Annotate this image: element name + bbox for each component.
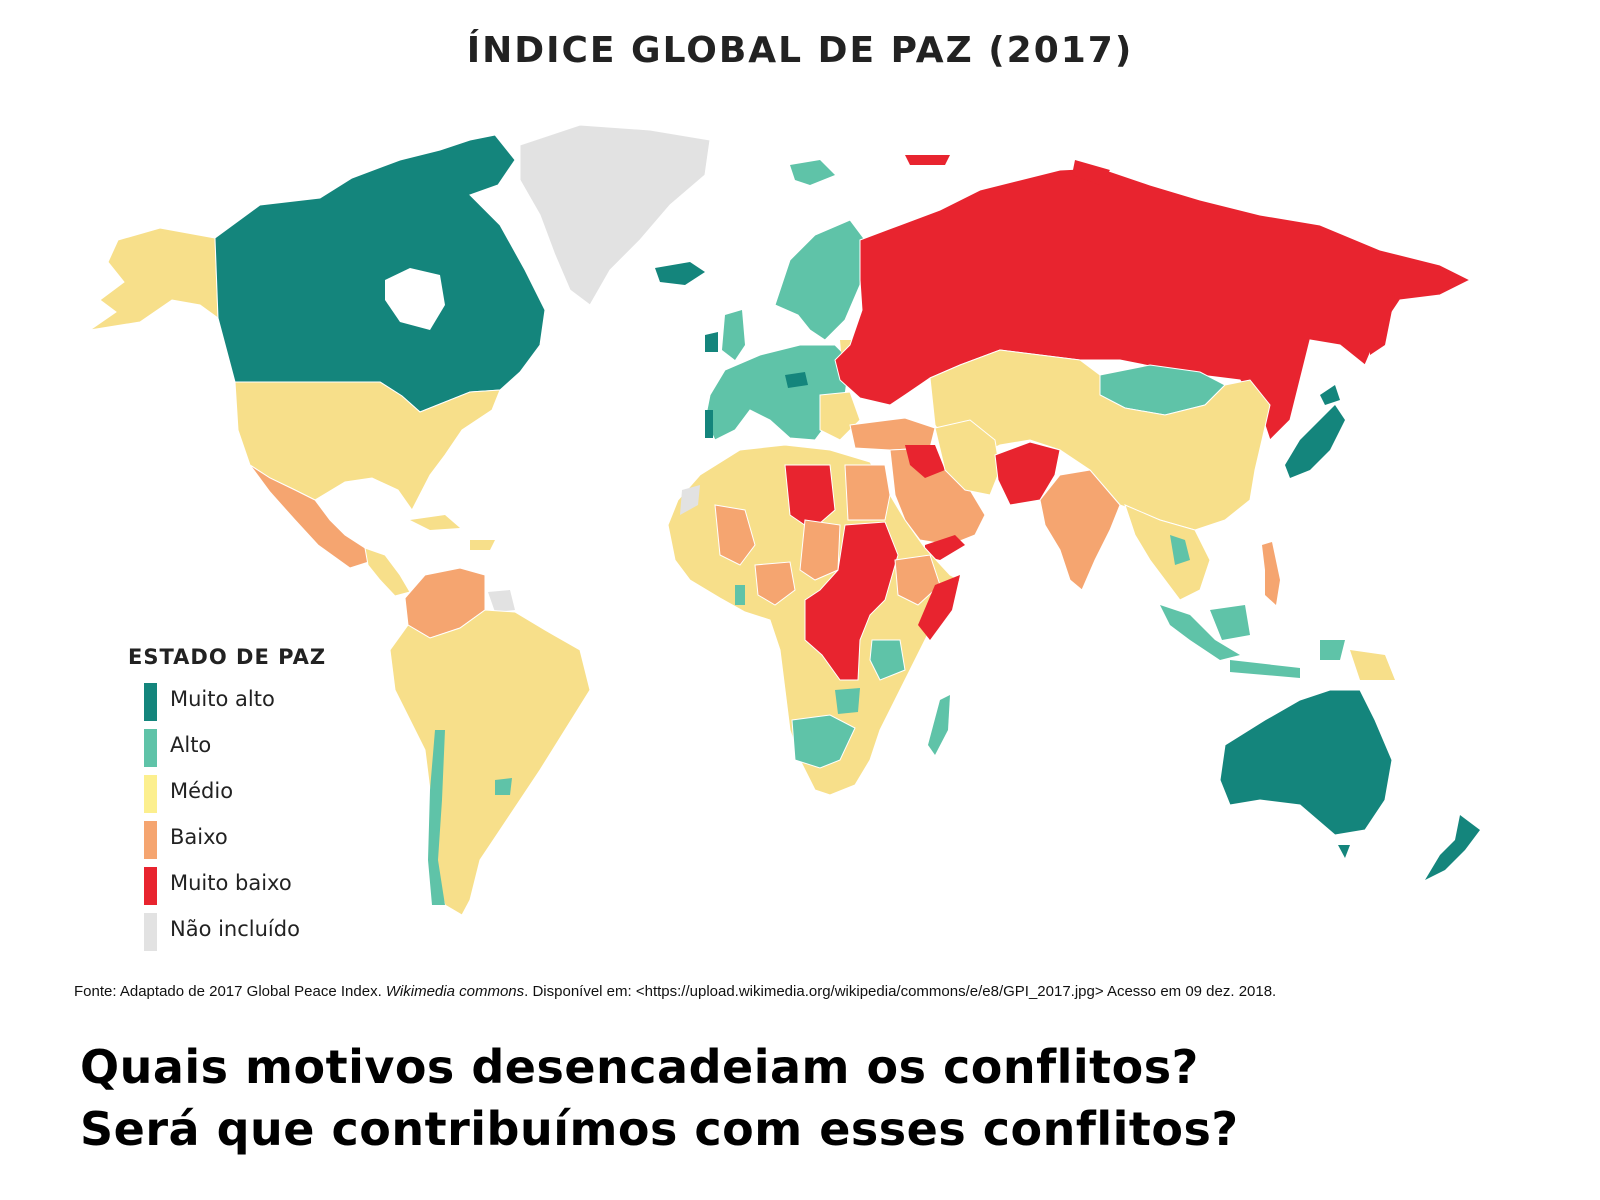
source-suffix: . Disponível em: <https://upload.wikimed… <box>524 983 1277 1000</box>
legend-label-medio: Médio <box>170 779 234 803</box>
legend-swatch-muito-baixo <box>144 867 157 905</box>
legend-swatch-alto <box>144 729 157 767</box>
world-map <box>89 124 1480 916</box>
legend-label-baixo: Baixo <box>170 825 228 849</box>
region-madagascar <box>928 695 950 755</box>
region-japan <box>1285 405 1345 478</box>
legend-swatch-nao-incluido <box>144 913 157 951</box>
region-india <box>1039 469 1121 591</box>
region-scandinavia <box>774 219 866 341</box>
region-philippines <box>1262 542 1280 605</box>
region-uk <box>722 310 745 360</box>
region-russia <box>834 167 1472 441</box>
legend-item-alto: Alto <box>128 729 388 779</box>
region-australia <box>1219 689 1393 836</box>
legend-label-muito-alto: Muito alto <box>170 687 275 711</box>
region-ireland <box>705 332 718 352</box>
source-prefix: Fonte: Adaptado de 2017 Global Peace Ind… <box>74 983 386 1000</box>
question-1: Quais motivos desencadeiam os conflitos? <box>80 1040 1199 1094</box>
region-afghanistan-pakistan <box>994 441 1061 506</box>
region-southeast-asia <box>1124 504 1211 601</box>
legend-swatch-muito-alto <box>144 683 157 721</box>
legend-swatch-baixo <box>144 821 157 859</box>
region-iran <box>934 419 1001 496</box>
legend-label-muito-baixo: Muito baixo <box>170 871 292 895</box>
region-png <box>1350 650 1395 680</box>
region-canada <box>214 134 546 413</box>
legend-item-nao-incluido: Não incluído <box>128 913 388 963</box>
legend-label-alto: Alto <box>170 733 212 757</box>
legend-label-nao-incluido: Não incluído <box>170 917 300 941</box>
legend-item-baixo: Baixo <box>128 821 388 871</box>
question-2: Será que contribuímos com esses conflito… <box>80 1102 1239 1156</box>
region-indonesia <box>1160 605 1240 660</box>
source-italic: Wikimedia commons <box>385 983 525 1000</box>
source-citation: Fonte: Adaptado de 2017 Global Peace Ind… <box>74 983 1574 1000</box>
region-alaska <box>89 227 219 331</box>
legend-item-muito-baixo: Muito baixo <box>128 867 388 917</box>
region-chile <box>428 730 445 905</box>
region-greenland <box>519 124 711 306</box>
legend: ESTADO DE PAZ Muito alto Alto Médio Baix… <box>128 645 388 963</box>
legend-swatch-medio <box>144 775 157 813</box>
region-china <box>929 349 1271 531</box>
region-iceland <box>655 262 705 285</box>
region-yemen <box>925 535 965 560</box>
legend-item-medio: Médio <box>128 775 388 825</box>
region-south-america <box>389 609 591 916</box>
map-title: ÍNDICE GLOBAL DE PAZ (2017) <box>466 30 1134 71</box>
region-libya <box>784 464 836 531</box>
region-new-zealand <box>1425 815 1480 880</box>
legend-title: ESTADO DE PAZ <box>128 645 327 669</box>
region-central-america <box>364 547 411 597</box>
region-somalia <box>918 575 960 640</box>
legend-item-muito-alto: Muito alto <box>128 683 388 733</box>
